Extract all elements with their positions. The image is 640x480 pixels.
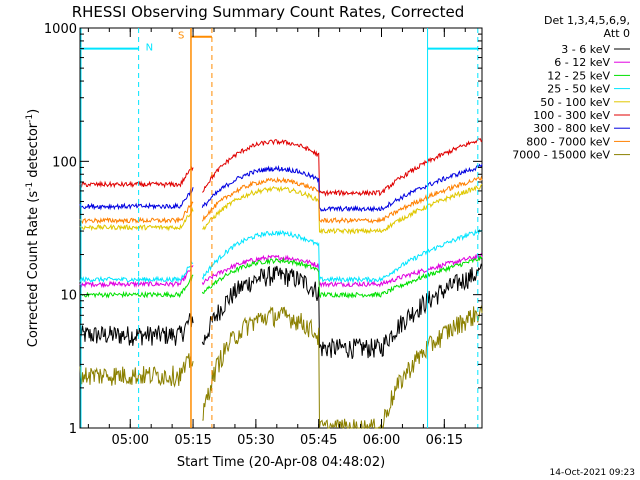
y-axis-label-pre: Corrected Count Rate (s	[26, 191, 41, 348]
legend-header-attenuator: Att 0	[604, 27, 630, 40]
plot-area: NS	[79, 28, 483, 429]
series-line	[79, 265, 194, 289]
legend-entry-label: 100 - 300 keV	[533, 109, 610, 122]
y-axis-label-sup1: -1	[25, 182, 35, 191]
y-axis-label: Corrected Count Rate (s-1 detector-1)	[25, 109, 41, 347]
x-tick-label: 05:15	[174, 433, 211, 448]
y-axis-label-sup2: -1	[25, 114, 35, 123]
series-line	[79, 353, 194, 388]
x-tick-label: 06:15	[426, 433, 463, 448]
y-axis-label-mid: detector	[26, 122, 41, 182]
series-line	[201, 163, 483, 213]
legend-entry-label: 800 - 7000 keV	[526, 135, 610, 148]
series-line	[79, 313, 194, 346]
series-line	[79, 206, 194, 232]
legend-entry-label: 50 - 100 keV	[540, 96, 610, 109]
y-tick-label: 100	[52, 155, 77, 170]
legend-entry-label: 12 - 25 keV	[547, 69, 610, 82]
x-axis: 05:00 05:15 05:30 05:45 06:00 06:15	[87, 28, 466, 448]
saa-flag-label: S	[178, 31, 184, 42]
legend-entry-label: 6 - 12 keV	[554, 56, 610, 69]
y-tick-label: 1	[69, 422, 77, 437]
x-tick-label: 05:30	[237, 433, 274, 448]
plot-frame	[79, 27, 483, 429]
legend-entry-label: 300 - 800 keV	[533, 122, 610, 135]
series-line	[201, 263, 483, 359]
chart-title: RHESSI Observing Summary Count Rates, Co…	[72, 3, 465, 21]
y-axis-label-post: )	[26, 109, 41, 114]
series-line	[202, 183, 483, 236]
legend-entry-label: 3 - 6 keV	[561, 43, 610, 56]
y-tick-label: 1000	[44, 22, 77, 37]
legend-entry-label: 25 - 50 keV	[547, 83, 610, 96]
series-line	[201, 228, 483, 284]
x-tick-label: 05:00	[112, 433, 149, 448]
series-line	[202, 138, 483, 197]
series-line	[79, 187, 194, 211]
series-line	[202, 305, 483, 429]
y-axis: 1 10 100 1000	[44, 22, 482, 437]
legend-entry-label: 7000 - 15000 keV	[512, 149, 610, 162]
series-line	[201, 252, 483, 288]
legend-header-detectors: Det 1,3,4,5,6,9,	[544, 14, 630, 27]
x-tick-label: 05:45	[300, 433, 337, 448]
series-line	[201, 175, 483, 224]
series-line	[79, 201, 194, 225]
series-line	[201, 254, 483, 299]
night-flag-label: N	[146, 43, 153, 54]
series-line	[79, 260, 194, 284]
series-line	[79, 274, 194, 299]
footer-timestamp: 14-Oct-2021 09:23	[550, 468, 635, 478]
y-tick-label: 10	[60, 289, 77, 304]
x-tick-label: 06:00	[363, 433, 400, 448]
x-axis-label: Start Time (20-Apr-08 04:48:02)	[177, 455, 385, 470]
series-line	[79, 165, 194, 189]
